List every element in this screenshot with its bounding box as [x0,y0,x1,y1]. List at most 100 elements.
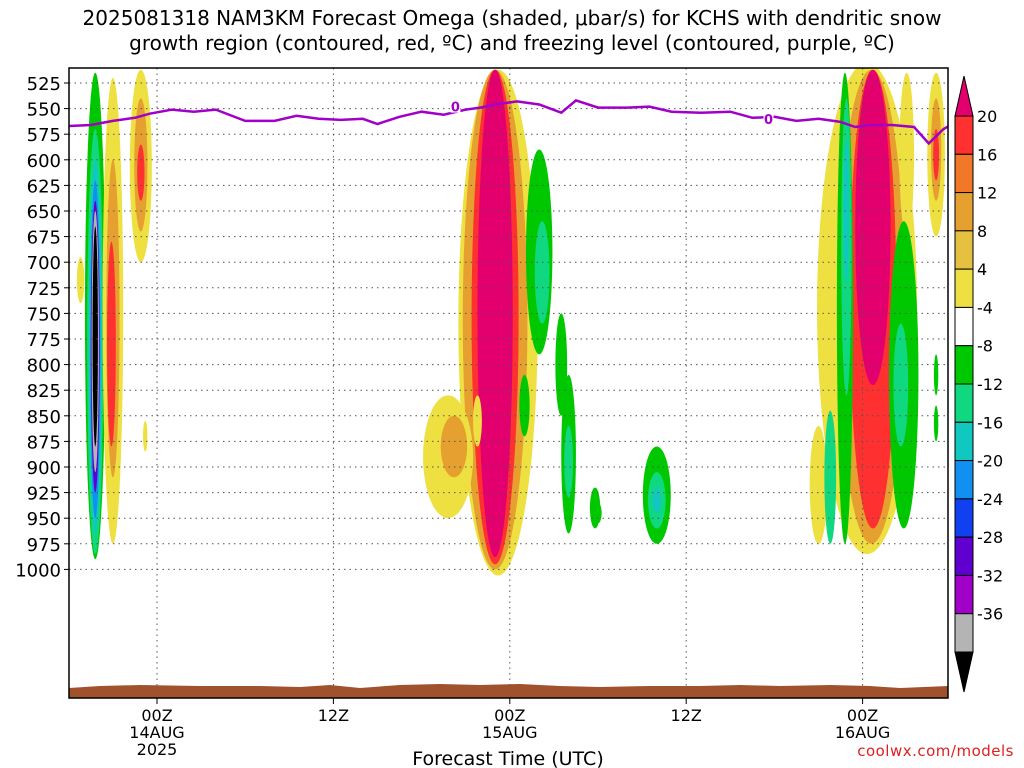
omega-contour-up3 [809,426,828,544]
omega-contour-up3 [855,69,891,386]
y-axis: 525 550 575 600 625 650 675 700 725 750 775 800 825 8… [15,74,69,581]
terrain-fill [69,684,948,698]
colorbar-bin [954,268,974,308]
y-tick-label: 1000 [15,560,61,581]
colorbar-label: -8 [977,337,993,356]
freezing-level-label: 0 [764,113,773,128]
x-tick-label: 00Z [494,706,525,725]
y-tick-label: 975 [27,535,61,556]
x-tick-label: 00Z [847,706,878,725]
colorbar-label: 20 [977,107,997,126]
colorbar-arrow-top [954,75,974,117]
freezing-label-bg [763,110,774,125]
omega-contour-down4 [933,405,939,442]
colorbar-arrow-bottom [954,651,974,693]
y-tick-label: 950 [27,509,61,530]
colorbar-bin [954,536,974,576]
omega-contour-down4 [843,139,850,283]
y-tick-label: 600 [27,151,61,172]
colorbar-bin [954,574,974,615]
colorbar-label: 12 [977,184,997,203]
omega-contour-down4 [893,323,909,447]
colorbar-bin [954,192,974,232]
colorbar-bin [954,613,974,653]
y-tick-label: 925 [27,484,61,505]
y-tick-label: 575 [27,125,61,146]
colorbar-label: 4 [977,260,987,279]
y-tick-label: 700 [27,253,61,274]
colorbar-bin [954,383,974,423]
y-tick-label: 775 [27,330,61,351]
y-tick-label: 725 [27,279,61,300]
colorbar-bin [954,460,974,500]
terrain-ground [69,684,948,698]
omega-contour-up1 [107,241,116,447]
gridlines [69,68,948,698]
freezing-level-contour: 00 [69,98,948,146]
y-tick-label: 825 [27,381,61,402]
colorbar-bin [954,421,974,462]
colorbar-bin [954,345,974,385]
omega-contour-up2 [477,69,513,558]
x-tick-label: 12Z [671,706,702,725]
omega-contour-plume1 [92,226,98,447]
colorbar-label: -4 [977,298,993,317]
omega-shading [76,68,945,576]
omega-contour-down2 [519,374,530,437]
x-tick-label: 00Z [141,706,172,725]
colorbar-label: -20 [977,452,1003,471]
y-tick-label: 900 [27,458,61,479]
omega-contour-down3 [652,487,662,514]
colorbar-label: 16 [977,145,997,164]
freezing-level-line [69,98,948,146]
omega-contour-down4 [933,354,939,396]
colorbar-bin [954,153,974,194]
colorbar-bin [954,230,974,270]
y-tick-label: 800 [27,356,61,377]
x-tick-label: 14AUG [129,723,184,742]
plot-frame [68,67,949,699]
colorbar: 20 16 12 8 4 -4 -8 -12 -16 -20 -24 -28 -32 -36 [954,75,1003,693]
omega-contour-down4 [824,410,837,544]
colorbar-label: -16 [977,413,1003,432]
colorbar-bin [954,306,974,347]
y-tick-label: 525 [27,74,61,95]
y-tick-label: 750 [27,304,61,325]
chart-title: 2025081318 NAM3KM Forecast Omega (shaded… [0,6,1024,56]
colorbar-bin [954,498,974,538]
omega-contour-down2 [564,426,574,498]
freezing-label-bg [450,98,461,113]
x-tick-label: 12Z [318,706,349,725]
colorbar-label: -32 [977,566,1003,585]
omega-contour-up1 [137,144,145,201]
omega-contour-misc [473,395,482,447]
chart-title-line-2: growth region (contoured, red, ºC) and f… [129,31,895,55]
watermark: coolwx.com/models [857,742,1014,760]
freezing-level-label: 0 [451,101,460,116]
x-tick-label: 2025 [137,740,178,759]
colorbar-label: -28 [977,528,1003,547]
x-tick-label: 15AUG [482,723,537,742]
omega-contour-up1 [76,257,85,304]
omega-contour-misc [594,502,602,524]
colorbar-label: -36 [977,605,1003,624]
colorbar-label: 8 [977,222,987,241]
y-tick-label: 675 [27,228,61,249]
y-tick-label: 850 [27,407,61,428]
omega-contour-up2 [440,415,468,478]
chart-title-line-1: 2025081318 NAM3KM Forecast Omega (shaded… [82,6,942,30]
y-tick-label: 650 [27,202,61,223]
x-tick-label: 16AUG [835,723,890,742]
omega-contour-up3 [899,72,915,237]
colorbar-label: -24 [977,490,1003,509]
omega-contour-down2 [534,221,550,324]
y-tick-label: 875 [27,432,61,453]
omega-contour-up1 [143,420,148,452]
x-axis-title: Forecast Time (UTC) [412,748,603,768]
colorbar-label: -12 [977,375,1003,394]
omega-contour-up3 [933,129,940,181]
colorbar-bin [954,115,974,155]
y-tick-label: 550 [27,100,61,121]
